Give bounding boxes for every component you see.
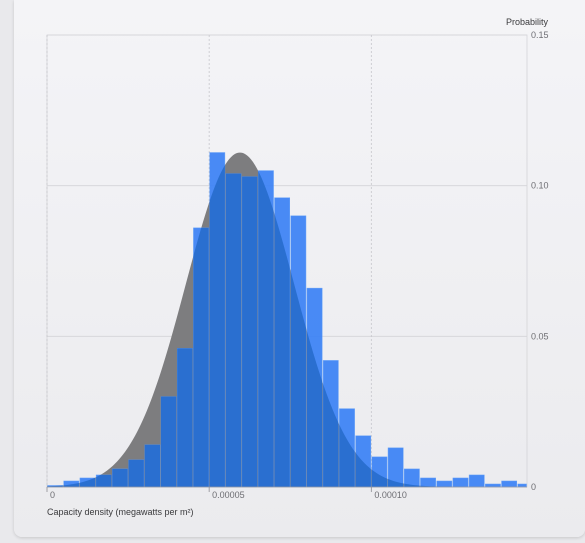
y-axis-label: Probability: [506, 17, 549, 27]
histogram-bar-overlap: [161, 396, 177, 487]
histogram-bar-overlap: [47, 485, 63, 487]
histogram-bar: [501, 480, 518, 488]
histogram-bar: [452, 477, 469, 488]
y-tick-label: 0.10: [531, 181, 549, 191]
histogram-bar-overlap: [209, 152, 225, 487]
histogram-bar-overlap: [79, 477, 96, 487]
histogram-bar-overlap: [112, 468, 128, 487]
histogram-bar-overlap: [225, 173, 242, 487]
y-tick-label: 0.15: [531, 30, 549, 40]
x-axis-label: Capacity density (megawatts per m²): [47, 507, 194, 517]
histogram-bar-overlap: [193, 227, 209, 487]
histogram-bar-overlap: [128, 459, 144, 487]
histogram-bar: [517, 483, 527, 488]
histogram-bar-overlap: [177, 348, 193, 487]
x-tick-label: 0.00010: [374, 490, 407, 500]
histogram-bar-overlap: [144, 444, 161, 487]
axes: 0 0.00005 0.00010 0 0.05 0.10 0.15: [46, 30, 549, 500]
y-tick-label: 0.05: [531, 331, 549, 341]
y-tick-label: 0: [531, 482, 536, 492]
x-tick-label: 0: [50, 490, 55, 500]
histogram-bar: [436, 480, 453, 488]
histogram-bar: [468, 474, 485, 488]
histogram-bar: [420, 477, 436, 488]
histogram-bar-overlap: [274, 197, 290, 487]
histogram-bar-overlap: [96, 474, 112, 487]
histogram-bar: [485, 483, 501, 488]
histogram-bar-overlap: [258, 170, 274, 487]
histogram-bar-overlap: [242, 176, 258, 487]
x-tick-label: 0.00005: [212, 490, 245, 500]
